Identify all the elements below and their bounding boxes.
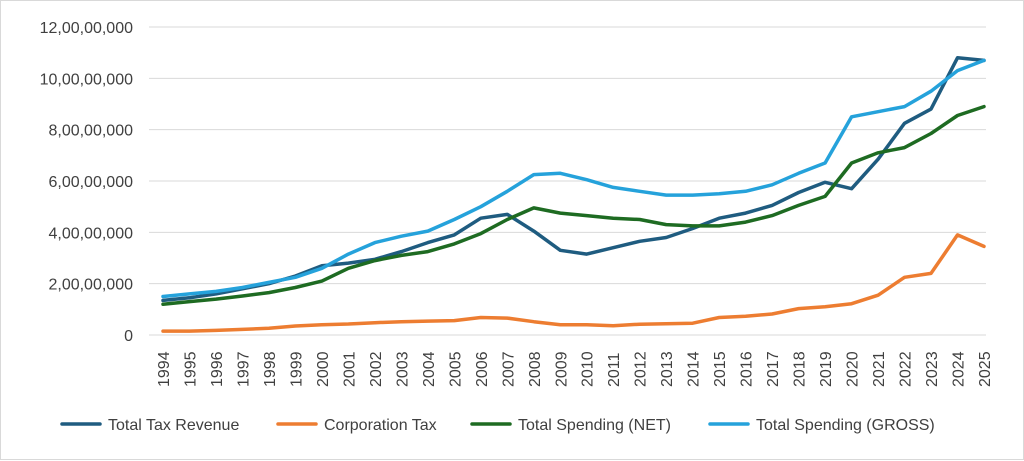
x-tick-label: 2013 <box>659 351 676 387</box>
x-tick-label: 2023 <box>924 351 941 387</box>
x-tick-label: 2014 <box>686 351 703 387</box>
legend-label: Total Spending (NET) <box>518 417 671 434</box>
x-tick-label: 2012 <box>633 351 650 387</box>
gridlines <box>149 26 986 285</box>
x-tick-label: 2021 <box>871 351 888 387</box>
x-tick-label: 2016 <box>739 351 756 387</box>
y-tick-label: 6,00,00,000 <box>48 174 133 191</box>
legend: Total Tax Revenue Corporation Tax Total Sp… <box>60 417 935 434</box>
legend-label: Total Tax Revenue <box>108 417 239 434</box>
x-tick-label: 2006 <box>474 351 491 387</box>
x-tick-label: 2008 <box>527 351 544 387</box>
series-line-2 <box>161 233 986 333</box>
series-line-4 <box>161 58 986 299</box>
x-tick-label: 2011 <box>606 352 623 387</box>
x-tick-label: 2010 <box>580 351 597 387</box>
legend-label: Total Spending (GROSS) <box>756 417 935 434</box>
y-tick-label: 8,00,00,000 <box>48 123 133 140</box>
x-tick-label: 1995 <box>182 351 199 387</box>
x-tick-label: 2017 <box>765 351 782 387</box>
x-tick-label: 2000 <box>315 351 332 387</box>
x-tick-label: 1997 <box>235 351 252 387</box>
y-tick-label: 2,00,00,000 <box>48 277 133 294</box>
x-tick-label: 2022 <box>898 351 915 387</box>
x-tick-label: 2020 <box>845 351 862 387</box>
y-tick-label: 10,00,00,000 <box>40 71 134 88</box>
x-tick-label: 2025 <box>977 351 994 387</box>
series-line-1 <box>161 56 986 303</box>
x-tick-label: 2009 <box>553 351 570 387</box>
x-tick-label: 2019 <box>818 351 835 387</box>
x-tick-label: 2003 <box>394 351 411 387</box>
x-tick-label: 2007 <box>500 351 517 387</box>
x-tick-label: 2015 <box>712 351 729 387</box>
y-tick-label: 4,00,00,000 <box>48 225 133 242</box>
x-tick-label: 2005 <box>447 351 464 387</box>
x-axis-ticks: 1994 1995 1996 1997 1998 1999 2000 2001 2002 2003… <box>156 351 994 387</box>
y-tick-label: 12,00,00,000 <box>40 20 134 37</box>
x-tick-label: 2001 <box>341 351 358 387</box>
legend-label: Corporation Tax <box>324 417 437 434</box>
x-tick-label: 2004 <box>421 351 438 387</box>
x-tick-label: 1996 <box>209 351 226 387</box>
y-axis-ticks: 0 2,00,00,000 4,00,00,000 6,00,00,000 8,00,0… <box>40 20 134 345</box>
x-tick-label: 1999 <box>288 351 305 387</box>
x-tick-label: 2024 <box>951 351 968 387</box>
x-tick-label: 1998 <box>262 351 279 387</box>
y-tick-label: 0 <box>124 328 133 345</box>
x-tick-label: 2018 <box>792 351 809 387</box>
series-lines <box>161 56 986 333</box>
series-line-3 <box>161 104 986 306</box>
x-tick-label: 1994 <box>156 351 173 387</box>
x-tick-label: 2002 <box>368 351 385 387</box>
